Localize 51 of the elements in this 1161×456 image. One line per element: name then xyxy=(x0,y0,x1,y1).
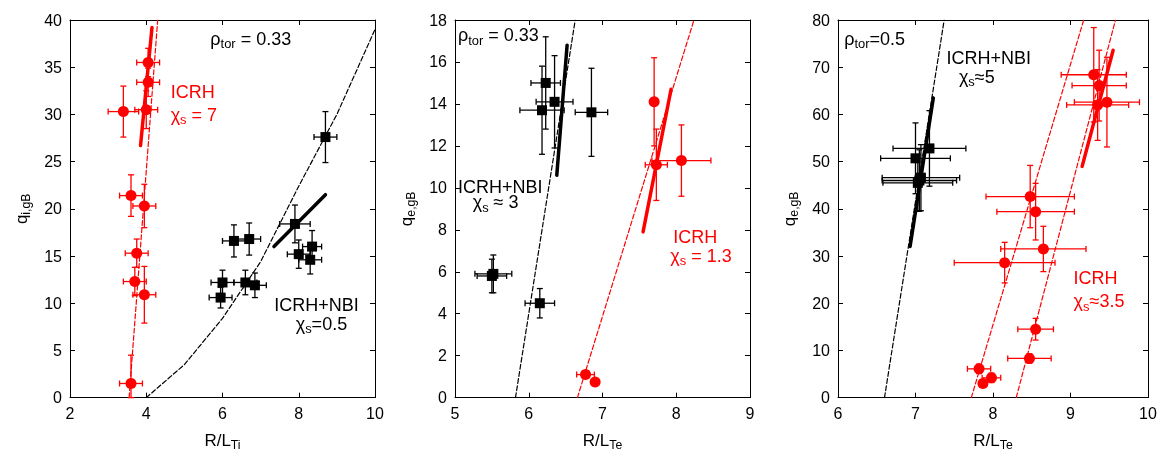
y-axis-title: qe,gB xyxy=(396,191,418,227)
annotation: ICRH xyxy=(1073,268,1118,289)
y-tick-label: 12 xyxy=(429,137,448,155)
annotation: ICRH xyxy=(673,226,718,247)
y-tick-label: 2 xyxy=(438,347,448,365)
y-tick-label: 30 xyxy=(812,247,831,265)
x-tick-label: 8 xyxy=(988,405,998,423)
x-tick-label: 6 xyxy=(218,405,228,423)
x-tick-label: 7 xyxy=(598,405,608,423)
x-tick-label: 9 xyxy=(745,405,755,423)
y-tick-label: 15 xyxy=(44,247,63,265)
y-tick-label: 80 xyxy=(812,11,831,29)
y-tick-label: 5 xyxy=(53,341,63,359)
x-tick-label: 8 xyxy=(671,405,681,423)
y-tick-label: 70 xyxy=(812,58,831,76)
y-tick-label: 35 xyxy=(44,58,63,76)
y-tick-label: 4 xyxy=(438,305,448,323)
y-tick-label: 10 xyxy=(812,341,831,359)
y-tick-label: 25 xyxy=(44,153,63,171)
y-axis-title: qi,gB xyxy=(11,193,33,225)
annotation: ICRH+NBI xyxy=(274,295,359,315)
x-tick-label: 4 xyxy=(141,405,151,423)
y-tick-label: 6 xyxy=(438,263,448,281)
y-tick-label: 20 xyxy=(812,294,831,312)
y-tick-label: 30 xyxy=(44,105,63,123)
x-tick-label: 10 xyxy=(366,405,384,423)
y-tick-label: 8 xyxy=(438,221,448,239)
x-tick-label: 6 xyxy=(524,405,534,423)
x-tick-label: 10 xyxy=(1139,405,1157,423)
y-tick-label: 20 xyxy=(44,200,63,218)
y-tick-label: 40 xyxy=(812,200,831,218)
y-tick-label: 10 xyxy=(429,179,448,197)
x-tick-label: 5 xyxy=(450,405,460,423)
annotation: ICRH+NBI xyxy=(946,48,1032,68)
y-tick-label: 14 xyxy=(429,95,448,113)
y-tick-label: 0 xyxy=(53,389,63,407)
y-tick-label: 50 xyxy=(812,153,831,171)
x-tick-label: 7 xyxy=(911,405,921,423)
x-tick-label: 9 xyxy=(1066,405,1076,423)
x-tick-label: 2 xyxy=(65,405,75,423)
y-tick-label: 40 xyxy=(44,11,63,29)
x-tick-label: 6 xyxy=(833,405,843,423)
y-tick-label: 16 xyxy=(429,53,448,71)
y-axis-title: qe,gB xyxy=(779,191,801,227)
y-tick-label: 18 xyxy=(429,11,448,29)
y-tick-label: 0 xyxy=(438,389,448,407)
y-tick-label: 60 xyxy=(812,105,831,123)
annotation: ICRH xyxy=(170,82,215,103)
y-tick-label: 10 xyxy=(44,294,63,312)
x-tick-label: 8 xyxy=(294,405,304,423)
y-tick-label: 0 xyxy=(821,389,831,407)
